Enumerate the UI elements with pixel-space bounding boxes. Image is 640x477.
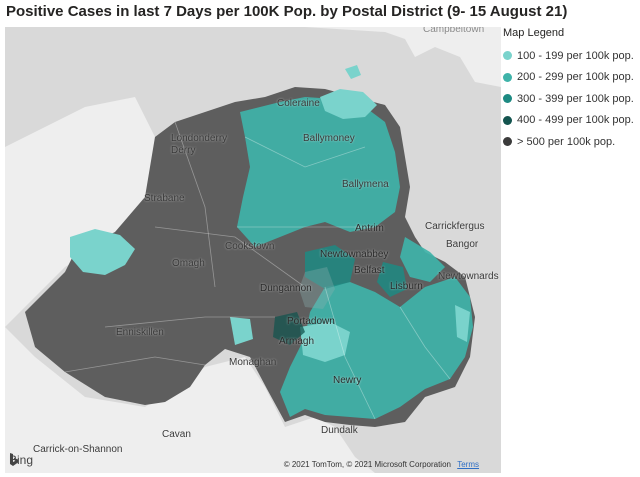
place-londonderry: Londonderry	[171, 133, 228, 144]
place-belfast: Belfast	[354, 265, 385, 276]
legend-label: > 500 per 100k pop.	[517, 135, 616, 148]
map-canvas	[5, 27, 501, 473]
legend-dot	[503, 72, 512, 82]
district-100-199-rathlin[interactable]	[345, 65, 361, 79]
place-carrickfergus: Carrickfergus	[425, 221, 485, 232]
legend-item[interactable]: 200 - 299 per 100k pop.	[503, 67, 638, 89]
legend-item[interactable]: 300 - 399 per 100k pop.	[503, 88, 638, 110]
district-100-199-ards[interactable]	[455, 305, 470, 342]
legend-dot	[503, 115, 512, 125]
legend-dot	[503, 51, 512, 61]
place-cavan: Cavan	[162, 429, 191, 440]
place-monaghan: Monaghan	[229, 357, 277, 368]
donegal-land	[5, 97, 155, 327]
bing-icon	[10, 453, 18, 466]
roi-land	[5, 327, 375, 473]
district-200-299-south[interactable]	[280, 277, 473, 419]
bing-logo: Bing	[9, 453, 33, 467]
place-dungannon: Dungannon	[260, 283, 312, 294]
district-300-399-centre[interactable]	[305, 245, 355, 289]
scotland-land	[305, 27, 501, 87]
district-boundaries	[64, 121, 451, 420]
district-300-399-belfast[interactable]	[377, 262, 407, 297]
legend-label: 300 - 399 per 100k pop.	[517, 92, 634, 105]
place-cookstown: Cookstown	[225, 241, 275, 252]
legend-item[interactable]: 100 - 199 per 100k pop.	[503, 45, 638, 67]
place-antrim: Antrim	[355, 223, 384, 234]
district-400-499-dungannon[interactable]	[273, 312, 305, 345]
legend-item[interactable]: > 500 per 100k pop.	[503, 131, 638, 153]
place-campbeltown: Campbeltown	[423, 27, 485, 35]
place-dundalk: Dundalk	[321, 425, 358, 436]
lough-neagh	[299, 267, 335, 309]
place-bangor: Bangor	[446, 239, 479, 250]
place-omagh: Omagh	[172, 258, 205, 269]
place-newtownabbey: Newtownabbey	[320, 249, 389, 260]
district-100-199-coast[interactable]	[320, 89, 377, 119]
place-carrick-on-shannon: Carrick-on-Shannon	[33, 444, 123, 455]
place-newry: Newry	[333, 375, 362, 386]
page-title: Positive Cases in last 7 Days per 100K P…	[6, 3, 568, 20]
legend-label: 200 - 299 per 100k pop.	[517, 71, 634, 84]
district-100-199-small[interactable]	[230, 317, 253, 345]
district-200-299-bangor[interactable]	[400, 237, 445, 282]
place-enniskillen: Enniskillen	[116, 327, 164, 338]
place-derry: Derry	[171, 145, 196, 156]
place-ballymena: Ballymena	[342, 179, 389, 190]
map-copyright: © 2021 TomTom, © 2021 Microsoft Corporat…	[284, 460, 479, 469]
copyright-text: © 2021 TomTom, © 2021 Microsoft Corporat…	[283, 460, 451, 469]
district-100-199-portadown[interactable]	[300, 322, 350, 362]
place-coleraine: Coleraine	[277, 98, 320, 109]
place-armagh: Armagh	[279, 336, 315, 347]
place-newtownards: Newtownards	[438, 271, 499, 282]
legend-label: 400 - 499 per 100k pop.	[517, 114, 634, 127]
legend-item[interactable]: 400 - 499 per 100k pop.	[503, 110, 638, 132]
district-200-299-north[interactable]	[237, 97, 400, 247]
place-portadown: Portadown	[287, 316, 335, 327]
legend-label: 100 - 199 per 100k pop.	[517, 49, 634, 62]
map-legend: Map Legend 100 - 199 per 100k pop. 200 -…	[503, 27, 638, 153]
place-lisburn: Lisburn	[390, 281, 423, 292]
legend-title: Map Legend	[503, 27, 565, 39]
legend-dot	[503, 137, 512, 147]
legend-dot	[503, 94, 512, 104]
terms-link[interactable]: Terms	[457, 460, 479, 469]
place-strabane: Strabane	[144, 193, 185, 204]
place-ballymoney: Ballymoney	[303, 133, 355, 144]
map-area[interactable]: Campbeltown Coleraine Ballymoney Londond…	[5, 27, 501, 473]
kintyre-land	[475, 35, 497, 67]
district-100-199-west[interactable]	[70, 229, 135, 275]
